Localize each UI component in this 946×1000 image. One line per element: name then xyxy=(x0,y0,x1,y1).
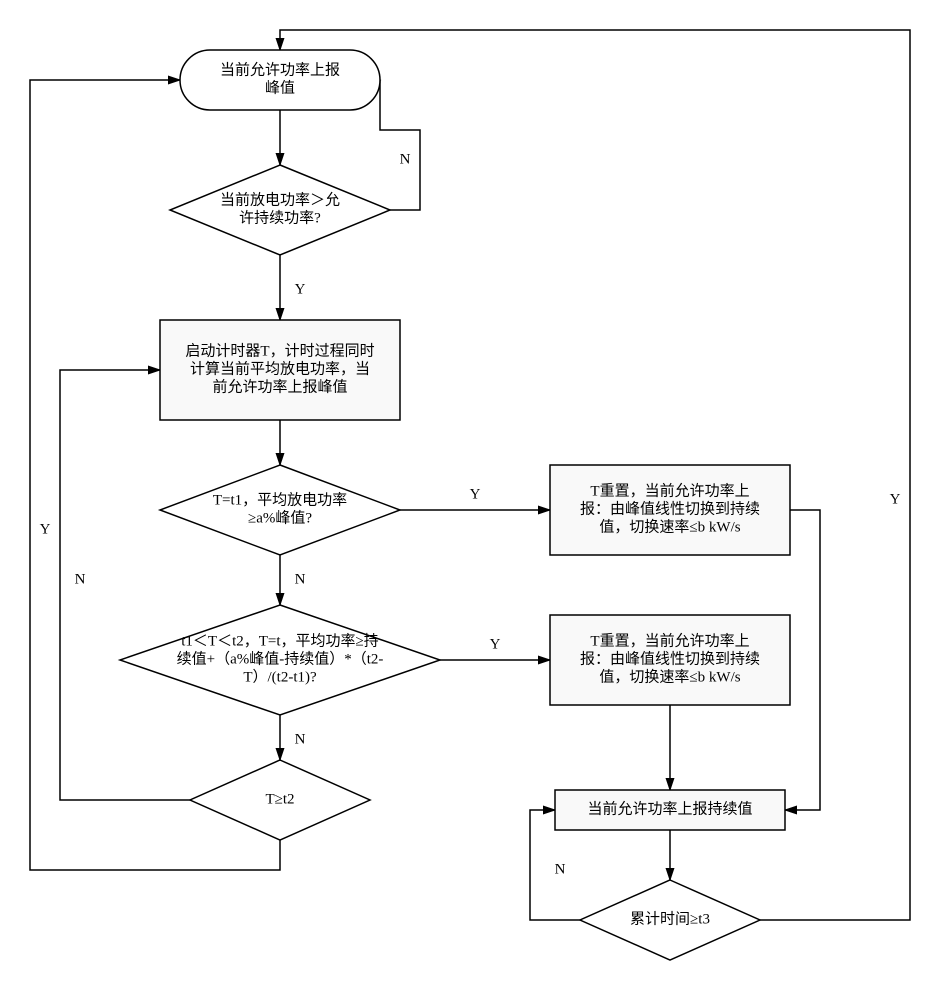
node-text: 启动计时器T，计时过程同时 xyxy=(185,342,374,359)
edge-label: N xyxy=(400,151,411,167)
node-text: 许持续功率? xyxy=(239,209,321,226)
node-text: 报：由峰值线性切换到持续 xyxy=(580,500,760,517)
node-text: 累计时间≥t3 xyxy=(630,910,710,927)
node-p4: 当前允许功率上报持续值 xyxy=(555,790,785,830)
edge-label: Y xyxy=(490,636,501,652)
node-d3: t1＜T＜t2，T=t，平均功率≥持续值+（a%峰值-持续值）*（t2-T）/(… xyxy=(120,605,440,715)
edge-label: N xyxy=(555,861,566,877)
node-text: T重置，当前允许功率上 xyxy=(590,632,749,649)
node-text: T重置，当前允许功率上 xyxy=(590,482,749,499)
edge-label: Y xyxy=(890,491,901,507)
node-p1: 启动计时器T，计时过程同时计算当前平均放电功率，当前允许功率上报峰值 xyxy=(160,320,400,420)
node-text: 当前放电功率＞允 xyxy=(220,191,340,208)
node-text: T=t1，平均放电功率 xyxy=(213,491,347,508)
node-text: T≥t2 xyxy=(265,791,294,807)
node-text: T）/(t2-t1)? xyxy=(243,668,317,685)
edge-label: Y xyxy=(40,521,51,537)
edge-label: Y xyxy=(470,486,481,502)
node-text: 当前允许功率上报持续值 xyxy=(587,800,752,817)
edge-label: N xyxy=(295,571,306,587)
node-d2: T=t1，平均放电功率≥a%峰值? xyxy=(160,465,400,555)
node-text: 计算当前平均放电功率，当 xyxy=(190,359,370,377)
node-text: 报：由峰值线性切换到持续 xyxy=(580,650,760,667)
node-text: ≥a%峰值? xyxy=(248,509,312,526)
node-text: t1＜T＜t2，T=t，平均功率≥持 xyxy=(181,632,379,649)
node-text: 值，切换速率≤b kW/s xyxy=(599,668,740,685)
node-p3: T重置，当前允许功率上报：由峰值线性切换到持续值，切换速率≤b kW/s xyxy=(550,615,790,705)
edge xyxy=(380,80,420,210)
node-p2: T重置，当前允许功率上报：由峰值线性切换到持续值，切换速率≤b kW/s xyxy=(550,465,790,555)
edge-label: Y xyxy=(295,281,306,297)
edge xyxy=(60,370,160,530)
node-start: 当前允许功率上报峰值 xyxy=(180,50,380,110)
node-text: 值，切换速率≤b kW/s xyxy=(599,518,740,535)
node-text: 前允许功率上报峰值 xyxy=(212,378,347,395)
node-d5: 累计时间≥t3 xyxy=(580,880,760,960)
edge-label: N xyxy=(295,731,306,747)
node-text: 当前允许功率上报 xyxy=(220,61,340,78)
node-text: 峰值 xyxy=(265,79,295,96)
node-d4: T≥t2 xyxy=(190,760,370,840)
node-text: 续值+（a%峰值-持续值）*（t2- xyxy=(177,650,384,667)
edge-label: N xyxy=(75,571,86,587)
node-d1: 当前放电功率＞允许持续功率? xyxy=(170,165,390,255)
